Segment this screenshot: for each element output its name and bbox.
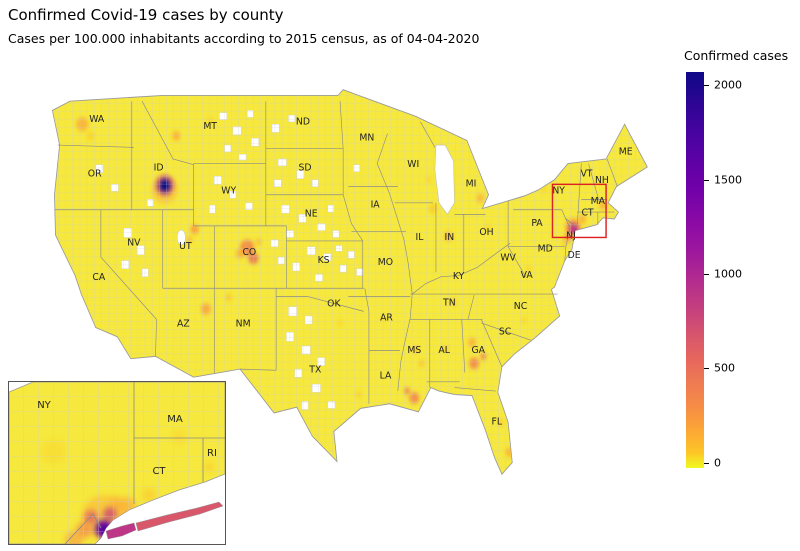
state-label-va: VA (521, 270, 534, 281)
long-island-west (105, 522, 137, 540)
state-label-wi: WI (407, 159, 419, 170)
legend-tick-mark (704, 179, 709, 181)
state-label-ct: CT (581, 208, 593, 219)
state-label-pa: PA (531, 218, 543, 229)
state-borders (54, 101, 618, 404)
state-label-md: MD (538, 243, 553, 254)
state-label-wa: WA (89, 114, 105, 125)
state-label-ks: KS (318, 255, 330, 266)
long-island-east (135, 501, 224, 532)
state-label-me: ME (619, 146, 633, 157)
state-label-az: AZ (177, 318, 190, 329)
state-label-tn: TN (442, 298, 456, 309)
great-salt-lake (176, 229, 186, 246)
inset-map: NY MA CT RI (8, 381, 226, 545)
legend-tick-label: 2000 (714, 78, 742, 92)
state-label-tx: TX (308, 365, 322, 376)
state-label-wy: WY (221, 186, 236, 197)
inset-state-label-ny: NY (37, 400, 51, 411)
state-label-mo: MO (378, 257, 393, 268)
state-label-id: ID (154, 162, 164, 173)
state-label-sc: SC (499, 326, 511, 337)
state-label-al: AL (438, 345, 450, 356)
state-label-nv: NV (127, 238, 141, 249)
legend: Confirmed cases 2000 1500 1000 500 0 (684, 48, 800, 498)
state-label-de: DE (568, 250, 581, 261)
state-label-or: OR (88, 168, 102, 179)
state-label-nj: NJ (566, 231, 576, 242)
legend-tick-label: 1000 (714, 267, 742, 281)
plot-title: Confirmed Covid-19 cases by county (8, 6, 284, 24)
legend-tick-mark (704, 273, 709, 275)
state-label-nc: NC (514, 301, 527, 312)
plot-subtitle: Cases per 100.000 inhabitants according … (8, 31, 480, 46)
state-label-in: IN (445, 232, 455, 243)
state-labels-layer: WA OR CA NV ID MT WY UT CO AZ NM ND SD NE KS OK TX MN IA MO… (88, 114, 633, 428)
state-label-ok: OK (327, 299, 341, 310)
legend-tick-label: 0 (714, 456, 721, 470)
state-label-nd: ND (296, 116, 310, 127)
inset-state-labels-layer: NY MA CT RI (37, 400, 217, 477)
legend-tick-mark (704, 368, 709, 370)
state-label-ar: AR (380, 313, 393, 324)
state-label-wv: WV (500, 253, 516, 264)
state-label-ia: IA (371, 199, 381, 210)
state-label-nh: NH (595, 175, 609, 186)
legend-tick-mark (704, 85, 709, 87)
inset-state-label-ct: CT (152, 466, 166, 477)
state-label-mn: MN (359, 132, 374, 143)
inset-ny-metro-map: NY MA CT RI (8, 381, 226, 545)
lake-michigan (434, 144, 455, 215)
state-label-oh: OH (479, 227, 493, 238)
state-label-nm: NM (236, 318, 251, 329)
legend-tick-label: 500 (714, 361, 735, 375)
state-label-il: IL (415, 232, 424, 243)
state-label-ut: UT (179, 241, 192, 252)
state-label-ga: GA (471, 345, 485, 356)
inset-state-label-ri: RI (207, 448, 217, 459)
highlight-box-ny-metro (551, 183, 607, 239)
state-label-ca: CA (92, 272, 105, 283)
state-label-la: LA (380, 370, 392, 381)
inset-state-label-ma: MA (167, 414, 183, 425)
state-label-ky: KY (453, 271, 465, 282)
legend-colorbar (686, 72, 704, 468)
legend-tick-label: 1500 (714, 173, 742, 186)
state-label-mi: MI (466, 179, 477, 190)
state-label-co: CO (242, 247, 256, 258)
state-label-vt: VT (580, 168, 592, 179)
state-label-ms: MS (407, 345, 421, 356)
us-choropleth-map: WA OR CA NV ID MT WY UT CO AZ NM ND SD NE KS OK TX MN IA MO… (51, 89, 648, 475)
state-label-mt: MT (203, 121, 217, 132)
state-label-fl: FL (492, 417, 503, 428)
state-label-ny: NY (552, 186, 565, 197)
state-label-ne: NE (305, 209, 318, 220)
state-label-ma: MA (591, 196, 606, 207)
legend-tick-mark (704, 462, 709, 464)
state-label-sd: SD (298, 162, 311, 173)
map-overlay-layer (551, 183, 607, 239)
inset-state-borders (64, 382, 225, 545)
legend-title: Confirmed cases (684, 48, 789, 63)
